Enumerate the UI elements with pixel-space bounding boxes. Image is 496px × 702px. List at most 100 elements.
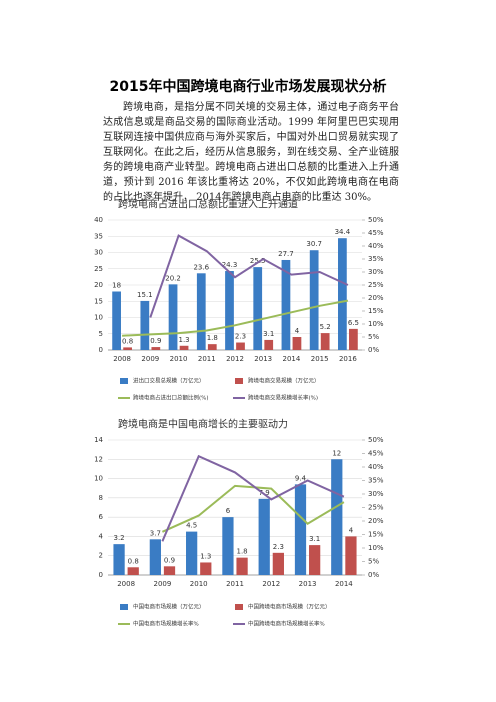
data-label: 0.9: [164, 556, 175, 564]
bar: [207, 344, 217, 350]
y2-tick-label: 5%: [368, 333, 379, 341]
bar: [309, 545, 321, 575]
y-tick-label: 4: [99, 532, 104, 540]
y-tick-label: 35: [94, 232, 103, 240]
legend-label: 中国电商市场规模（万亿元）: [133, 603, 205, 611]
y2-tick-label: 5%: [368, 558, 379, 566]
data-label: 5.2: [320, 323, 331, 331]
data-label: 23.6: [193, 263, 209, 271]
legend-swatch: [120, 378, 128, 384]
y2-tick-label: 10%: [368, 320, 384, 328]
data-label: 3.1: [309, 535, 320, 543]
legend-label: 跨境电商交易规模增长率(%): [248, 394, 318, 402]
data-label: 6.5: [348, 319, 359, 327]
y-tick-label: 0: [99, 571, 103, 579]
y-tick-label: 0: [99, 346, 103, 354]
bar: [338, 238, 347, 350]
bar: [196, 273, 206, 350]
bar: [186, 531, 198, 575]
x-tick-label: 2011: [226, 580, 244, 588]
x-tick-label: 2008: [113, 355, 131, 363]
y2-tick-label: 0%: [368, 346, 379, 354]
bar: [294, 484, 307, 575]
data-label: 3.1: [263, 330, 274, 338]
data-label: 2.3: [235, 333, 246, 341]
bar: [179, 345, 189, 350]
bar: [345, 536, 357, 575]
line: [161, 454, 345, 542]
doc-paragraph: 跨境电商，是指分属不同关境的交易主体，通过电子商务平台达成信息或是商品交易的国际…: [103, 102, 399, 203]
legend-label: 跨境电商占进出口总额比例(%): [133, 394, 209, 402]
legend-label: 中国跨境电商市场规模增长率%: [248, 620, 325, 628]
legend-label: 跨境电商交易规模（万亿元）: [248, 377, 320, 385]
x-tick-label: 2013: [254, 355, 272, 363]
bar: [258, 498, 270, 575]
y2-tick-label: 45%: [368, 229, 384, 237]
bar: [236, 557, 248, 575]
y2-tick-label: 20%: [368, 294, 384, 302]
legend-swatch: [120, 604, 128, 610]
chart-title: 跨境电商占进出口总额比重进入上升通道: [118, 198, 298, 211]
bar: [236, 342, 245, 350]
y-tick-label: 30: [94, 249, 103, 257]
data-label: 1.8: [237, 548, 248, 556]
x-tick-label: 2009: [141, 355, 159, 363]
line: [161, 484, 345, 533]
data-label: 30.7: [306, 240, 322, 248]
x-tick-label: 2010: [190, 580, 208, 588]
y-tick-label: 10: [94, 314, 103, 322]
x-tick-label: 2015: [311, 355, 329, 363]
y2-tick-label: 25%: [368, 281, 384, 289]
y2-tick-label: 50%: [368, 216, 384, 224]
data-label: 6: [226, 507, 231, 515]
bar: [222, 517, 234, 575]
bar: [272, 552, 284, 575]
data-label: 1.3: [178, 336, 189, 344]
y2-tick-label: 30%: [368, 490, 384, 498]
data-label: 0.8: [128, 557, 139, 565]
data-label: 34.4: [335, 228, 351, 236]
bar: [168, 284, 178, 350]
x-tick-label: 2008: [117, 580, 135, 588]
y2-tick-label: 10%: [368, 544, 384, 552]
bar: [281, 259, 291, 350]
y2-tick-label: 45%: [368, 450, 384, 458]
bar: [349, 328, 358, 350]
data-label: 27.7: [278, 250, 294, 258]
data-label: 24.3: [222, 261, 238, 269]
y2-tick-label: 30%: [368, 268, 384, 276]
data-label: 3.7: [150, 529, 161, 537]
data-label: 18: [112, 282, 121, 290]
y-tick-label: 10: [94, 475, 103, 483]
doc-title: 2015年中国跨境电商行业市场发展现状分析: [109, 79, 387, 95]
bar: [113, 544, 125, 575]
y-tick-label: 2: [99, 552, 103, 560]
y-tick-label: 15: [94, 297, 103, 305]
data-label: 2.3: [273, 543, 284, 551]
data-label: 25.5: [250, 257, 266, 265]
data-label: 4.5: [186, 522, 197, 530]
bar: [292, 337, 302, 350]
legend-swatch: [235, 604, 243, 610]
line: [122, 299, 349, 337]
x-tick-label: 2012: [226, 355, 244, 363]
data-label: 15.1: [137, 291, 153, 299]
y-tick-label: 25: [94, 265, 103, 273]
x-tick-label: 2012: [262, 580, 280, 588]
data-label: 9.4: [295, 474, 307, 482]
bar: [112, 291, 121, 350]
data-label: 0.8: [122, 337, 133, 345]
bar: [253, 267, 263, 350]
x-tick-label: 2009: [154, 580, 172, 588]
y-tick-label: 5: [99, 330, 103, 338]
y2-tick-label: 50%: [368, 436, 384, 444]
bar: [123, 347, 132, 350]
chart-title: 跨境电商是中国电商增长的主要驱动力: [118, 418, 288, 431]
data-label: 12: [332, 449, 341, 457]
legend-label: 进出口交易总规模（万亿元）: [133, 377, 205, 385]
data-label: 4: [349, 526, 354, 534]
bar: [163, 566, 176, 575]
x-tick-label: 2014: [283, 355, 301, 363]
y-tick-label: 6: [99, 513, 104, 521]
y2-tick-label: 40%: [368, 463, 384, 471]
